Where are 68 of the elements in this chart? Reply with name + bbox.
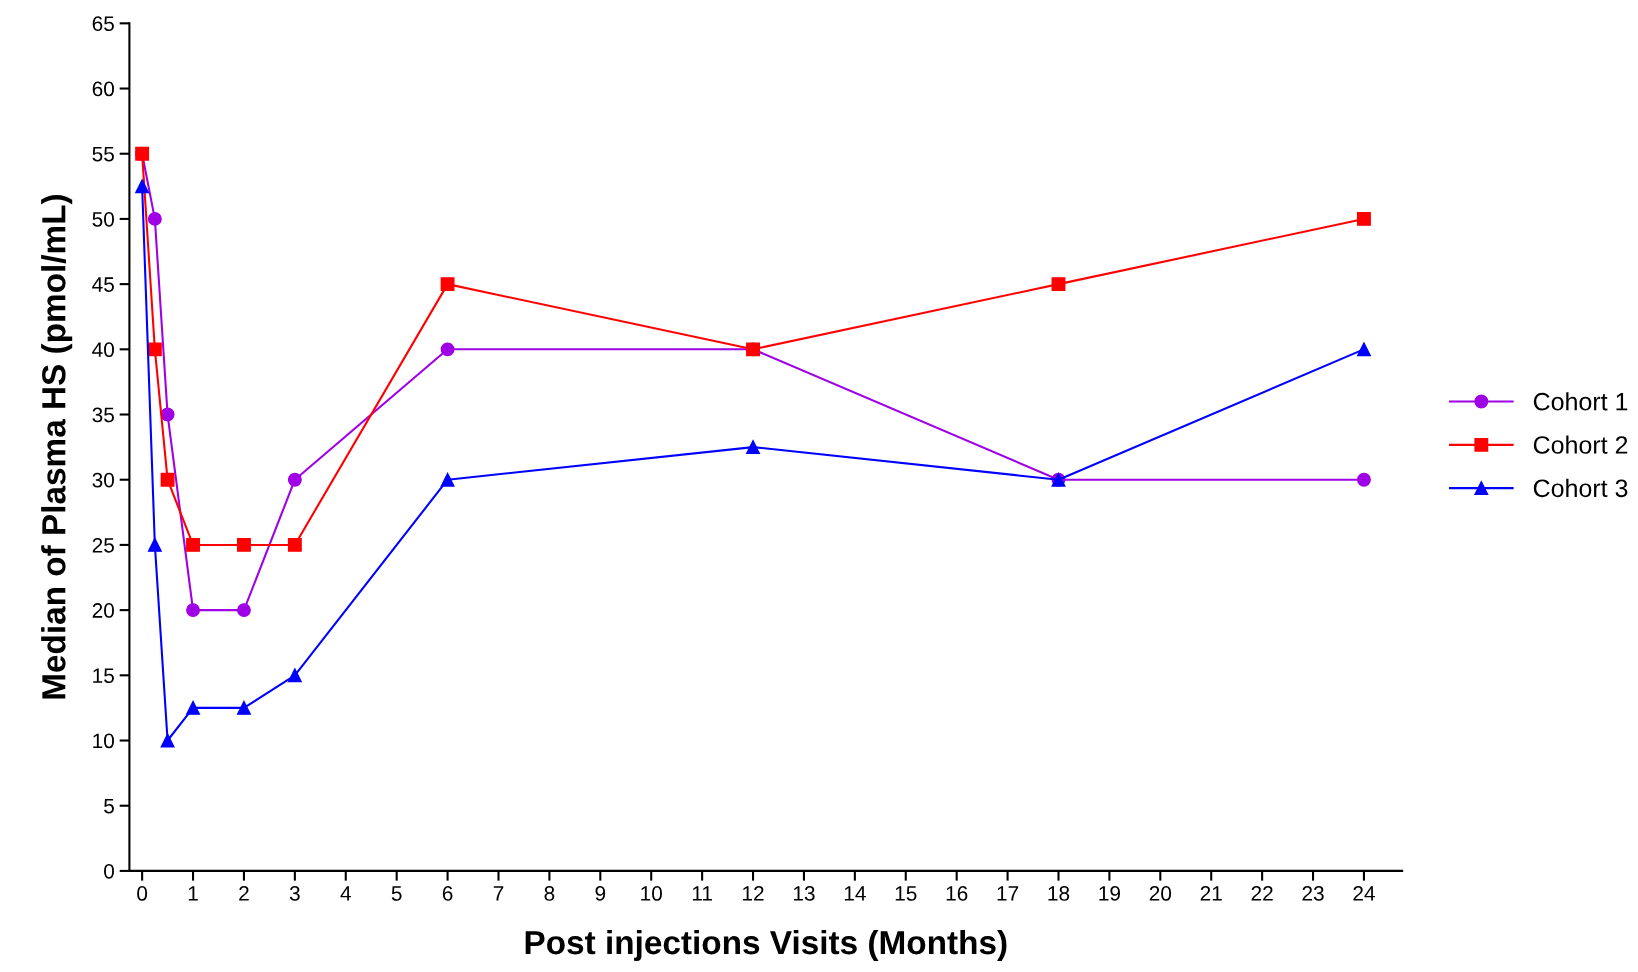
- point: [1357, 472, 1371, 487]
- x-tick-label: 22: [1251, 886, 1273, 901]
- y-tick-label: 35: [92, 407, 114, 423]
- x-tick-label: 11: [692, 886, 712, 901]
- y-tick-label: 30: [92, 472, 115, 488]
- point: [160, 733, 175, 748]
- x-tick-label: 4: [340, 886, 351, 901]
- point: [237, 700, 251, 715]
- x-tick-label: 19: [1099, 886, 1120, 901]
- y-tick-label: 5: [104, 798, 114, 814]
- x-tick-label: 14: [844, 886, 866, 901]
- point: [746, 440, 760, 455]
- x-tick-label: 8: [544, 886, 555, 901]
- y-axis-title: Median of Plasma HS (pmol/mL): [41, 195, 73, 699]
- point: [287, 472, 302, 487]
- point: [287, 537, 302, 552]
- point: [1357, 211, 1371, 226]
- point: [186, 603, 200, 618]
- y-tick-label: 65: [92, 16, 114, 32]
- y-tick-label: 0: [104, 863, 114, 879]
- x-tick-label: 13: [793, 886, 815, 901]
- x-tick-label: 12: [743, 886, 764, 901]
- point: [186, 537, 200, 552]
- point: [237, 603, 251, 618]
- y-tick-label: 25: [92, 537, 114, 553]
- point: [135, 179, 150, 194]
- x-tick-label: 3: [289, 886, 300, 901]
- x-tick-label: 5: [391, 886, 402, 901]
- y-tick-label: 50: [92, 211, 115, 227]
- point: [440, 342, 455, 357]
- x-tick-label: 0: [137, 886, 148, 901]
- y-tick-label: 45: [92, 277, 114, 292]
- legend-label: Cohort 2: [1533, 435, 1628, 454]
- y-tick-label: 55: [92, 146, 114, 162]
- x-tick-label: 18: [1048, 886, 1070, 901]
- point: [147, 537, 162, 552]
- y-tick-label: 20: [92, 603, 115, 618]
- point: [440, 472, 455, 487]
- y-tick-label: 60: [92, 81, 115, 97]
- x-tick-label: 10: [641, 886, 662, 901]
- x-tick-label: 23: [1302, 886, 1324, 901]
- x-tick-label: 15: [895, 886, 917, 901]
- point: [186, 700, 200, 715]
- point: [160, 472, 175, 487]
- x-tick-label: 1: [188, 886, 198, 901]
- point: [237, 537, 251, 552]
- x-tick-label: 24: [1353, 886, 1375, 901]
- point: [1051, 277, 1066, 292]
- x-tick-label: 7: [493, 886, 504, 901]
- legend-label: Cohort 1: [1533, 392, 1628, 411]
- point: [287, 668, 302, 683]
- y-tick-label: 40: [92, 342, 115, 358]
- y-tick-label: 10: [93, 733, 115, 749]
- point: [160, 407, 175, 422]
- point: [1357, 342, 1371, 357]
- x-tick-label: 6: [442, 886, 453, 901]
- x-axis-title: Post injections Visits (Months): [525, 929, 1007, 961]
- x-tick-label: 9: [595, 886, 606, 901]
- x-tick-label: 2: [239, 886, 249, 901]
- x-tick-label: 20: [1149, 886, 1172, 901]
- legend-label: Cohort 3: [1533, 478, 1628, 498]
- point: [147, 211, 162, 226]
- x-tick-label: 21: [1200, 886, 1222, 901]
- x-tick-label: 16: [946, 886, 968, 901]
- point: [440, 277, 455, 292]
- x-tick-label: 17: [997, 886, 1019, 901]
- point: [147, 342, 162, 357]
- y-tick-label: 15: [93, 668, 114, 684]
